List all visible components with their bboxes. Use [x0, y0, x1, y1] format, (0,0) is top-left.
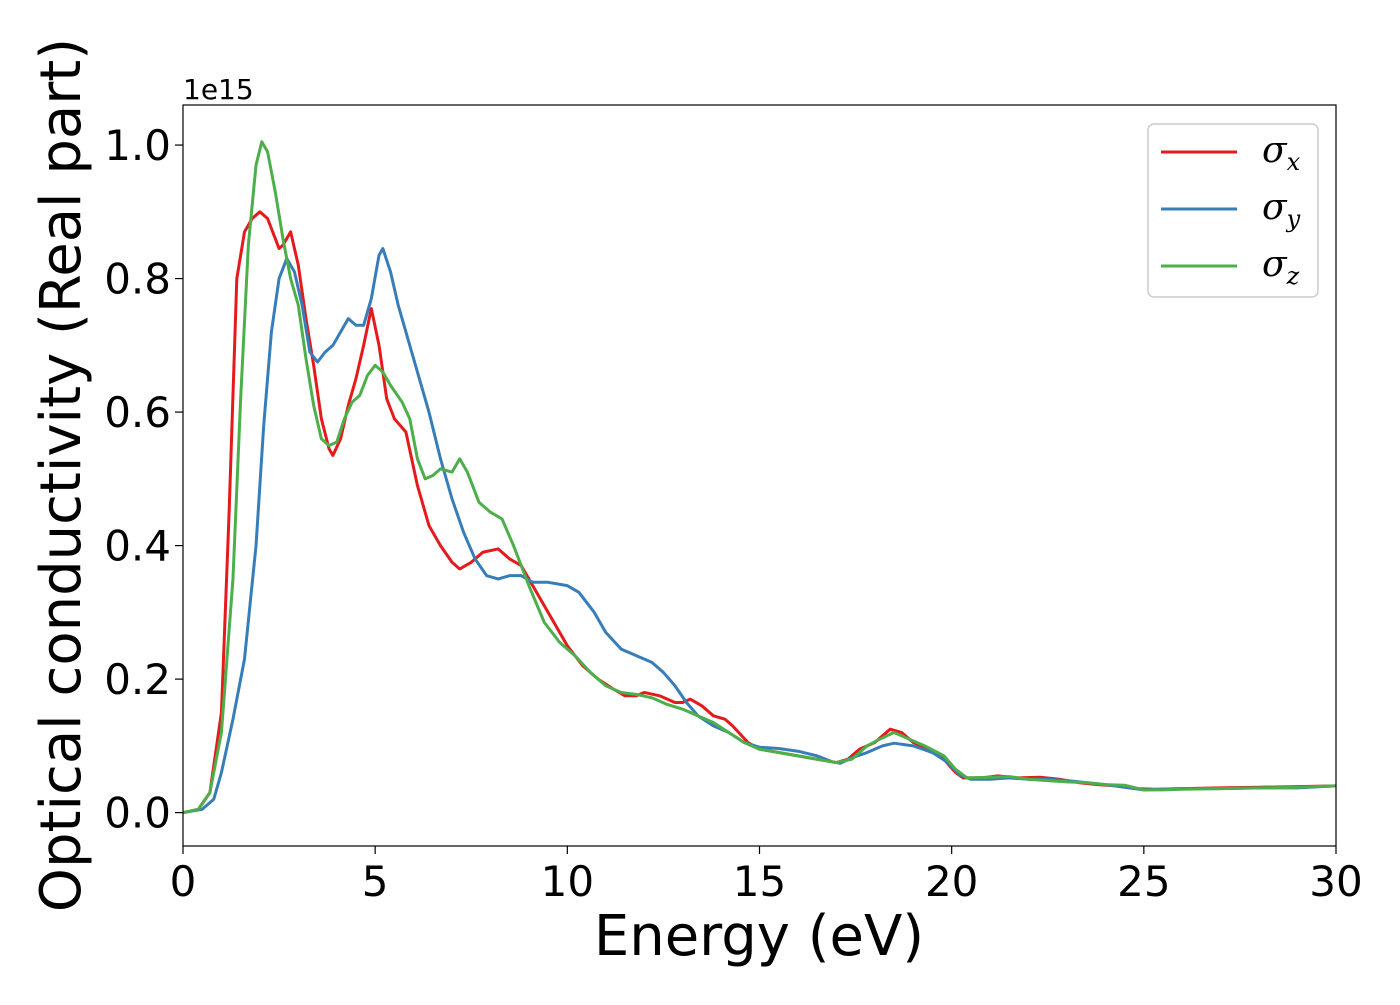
x-axis-title: Energy (eV)	[594, 904, 924, 969]
series-lines	[183, 140, 1336, 815]
x-tick-label: 10	[541, 857, 594, 906]
series-line-z	[183, 140, 1336, 815]
y-tick-label: 0.2	[104, 655, 171, 704]
y-tick-label: 0.8	[104, 255, 171, 304]
y-axis-title: Optical conductivity (Real part)	[29, 38, 94, 912]
x-tick-label: 0	[170, 857, 197, 906]
legend-label-z: σz	[1262, 244, 1300, 290]
x-tick-label: 15	[733, 857, 786, 906]
axis-ticks: 0 5 10 15 20 25 30 0.0 0.2 0.4 0.6 0.8 1.0	[104, 121, 1363, 906]
legend: σx σy σz	[1147, 123, 1319, 298]
y-tick-label: 0.6	[104, 388, 171, 437]
legend-label-x: σx	[1262, 130, 1301, 176]
x-tick-label: 5	[362, 857, 389, 906]
legend-label-y: σy	[1262, 187, 1301, 233]
x-tick-label: 30	[1309, 857, 1362, 906]
y-tick-label: 0.4	[104, 522, 171, 571]
x-tick-label: 20	[925, 857, 978, 906]
series-line-y	[183, 247, 1336, 815]
y-tick-label: 1.0	[104, 121, 171, 170]
x-tick-label: 25	[1117, 857, 1170, 906]
y-tick-label: 0.0	[104, 789, 171, 838]
y-offset-label: 1e15	[183, 73, 254, 106]
